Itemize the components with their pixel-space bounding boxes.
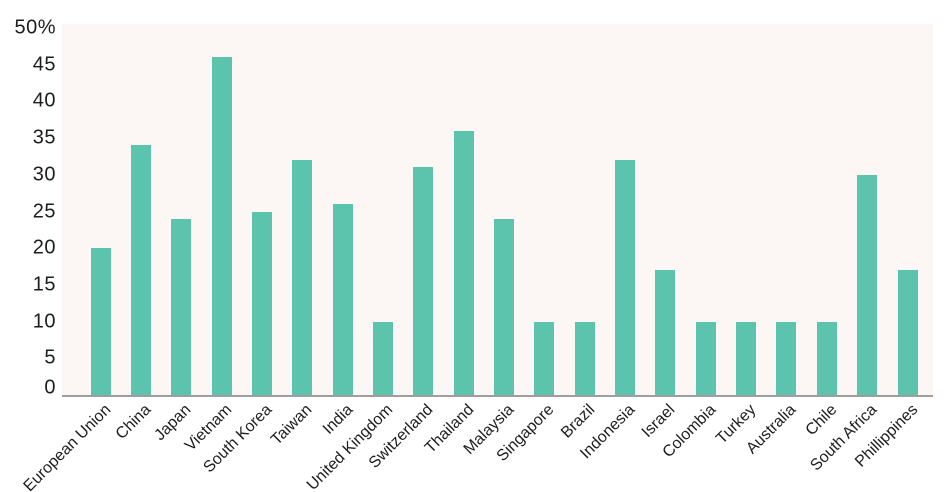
- bar: [897, 270, 918, 395]
- x-tick-label: Taiwan: [268, 401, 316, 449]
- bar: [251, 211, 272, 395]
- bar: [130, 145, 151, 395]
- y-tick-label: 25: [32, 200, 56, 222]
- y-tick-label: 15: [32, 273, 56, 296]
- bar: [534, 321, 555, 395]
- y-tick-label: 5: [44, 346, 56, 369]
- bar: [453, 130, 474, 395]
- x-tick-label: India: [319, 401, 356, 438]
- bar: [655, 270, 676, 395]
- bar: [776, 321, 797, 395]
- bar: [90, 248, 111, 395]
- x-tick-label: China: [112, 401, 155, 443]
- y-tick-label: 35: [32, 126, 56, 149]
- y-tick-label: 50%: [14, 16, 56, 39]
- bar: [332, 204, 353, 395]
- bar: [736, 321, 757, 395]
- y-tick-label: 0: [44, 376, 56, 399]
- bar: [816, 321, 837, 395]
- bar: [615, 160, 636, 395]
- plot-area: [62, 24, 933, 397]
- y-tick-label: 45: [32, 53, 56, 76]
- bar: [695, 321, 716, 395]
- y-tick-label: 10: [32, 310, 56, 333]
- bar: [292, 160, 313, 395]
- y-tick-label: 30: [32, 163, 56, 186]
- y-tick-label: 20: [32, 236, 56, 259]
- y-tick-label: 40: [32, 89, 56, 112]
- x-tick-label: European Union: [20, 401, 114, 492]
- x-axis-line: [62, 395, 933, 397]
- bar: [494, 218, 514, 395]
- bar: [211, 57, 232, 395]
- bar: [372, 321, 393, 395]
- bar: [171, 218, 192, 395]
- bar: [574, 321, 595, 395]
- bar: [857, 174, 878, 395]
- bar: [413, 167, 434, 395]
